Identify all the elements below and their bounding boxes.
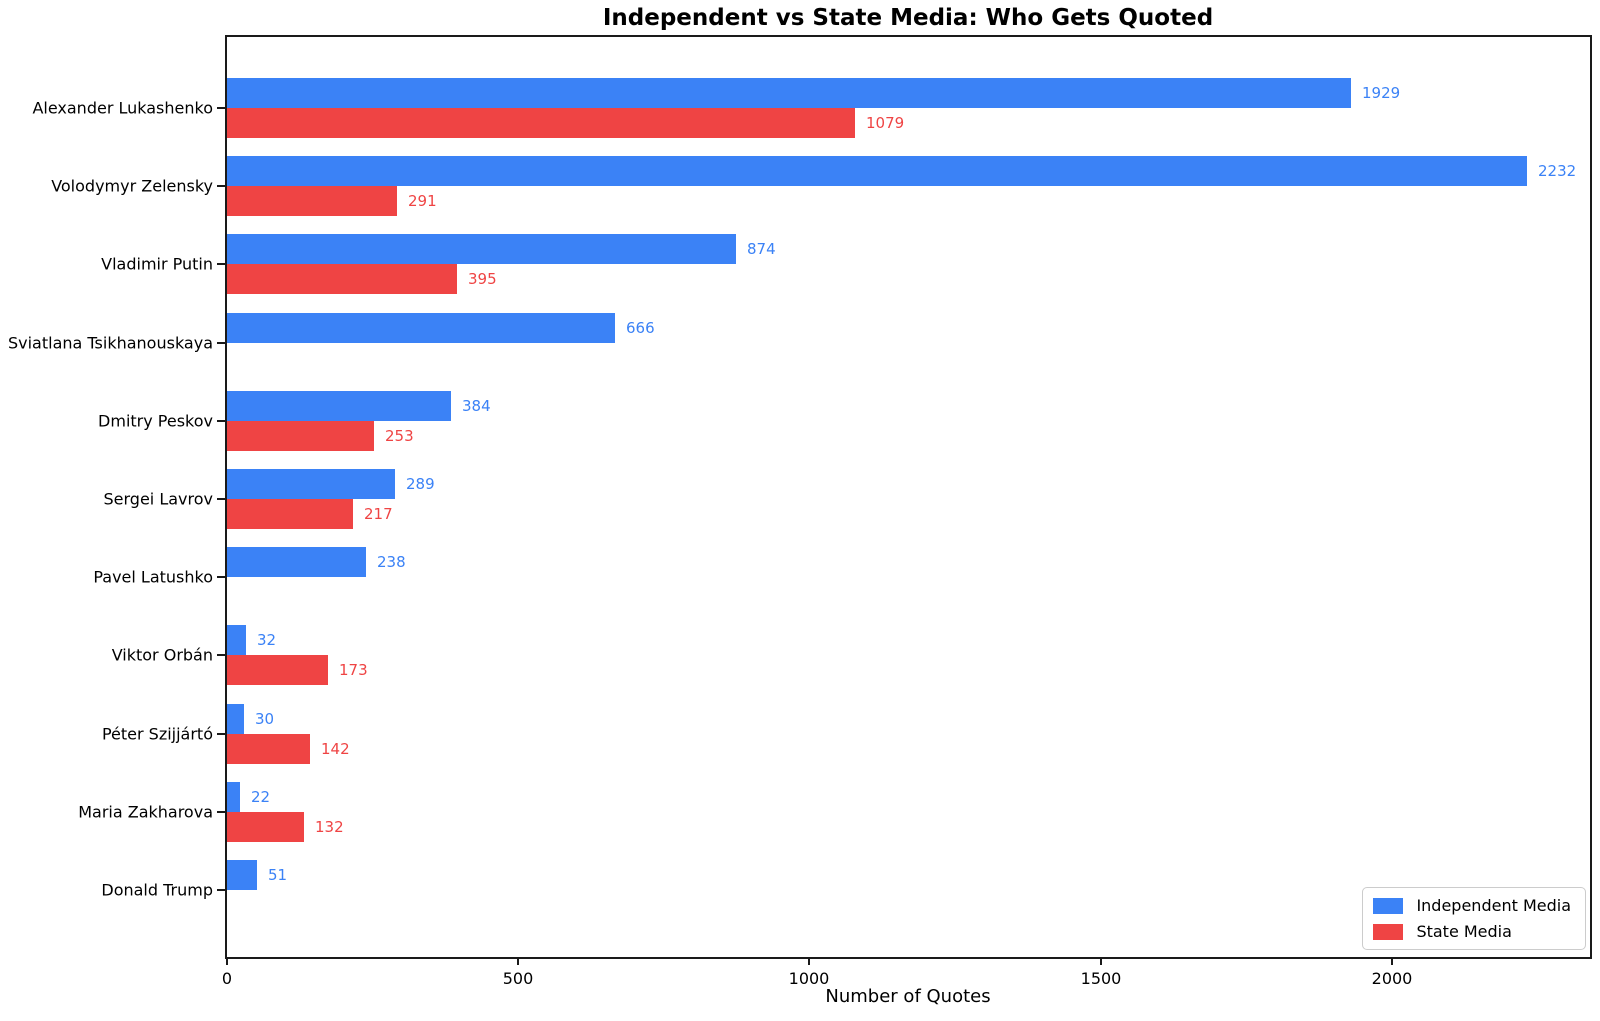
y-tick-mark [217, 498, 225, 500]
legend-item-state: State Media [1373, 922, 1571, 941]
legend-swatch-state-icon [1373, 923, 1404, 940]
y-tick-mark [217, 576, 225, 579]
bar-independent [227, 156, 1527, 187]
x-axis-label: Number of Quotes [825, 986, 991, 1007]
x-tick-label: 1500 [1080, 969, 1122, 988]
y-tick-label: Volodymyr Zelensky [51, 176, 213, 196]
bar-independent [227, 469, 395, 499]
y-tick-mark [217, 185, 225, 188]
value-label: 253 [385, 426, 414, 445]
value-label: 132 [315, 817, 344, 836]
bar-state [227, 655, 328, 686]
value-label: 142 [321, 739, 350, 758]
bar-state [227, 264, 457, 295]
x-tick-mark [1391, 957, 1393, 965]
y-tick-label: Viktor Orbán [111, 645, 213, 665]
legend-item-independent: Independent Media [1373, 896, 1571, 915]
y-tick-mark [217, 263, 225, 266]
x-tick-mark [517, 957, 519, 965]
value-label: 30 [255, 709, 275, 728]
value-label: 291 [408, 192, 437, 211]
y-tick-label: Pavel Latushko [93, 567, 213, 587]
bar-independent [227, 625, 246, 656]
y-tick-label: Péter Szijjártó [101, 724, 213, 744]
bar-independent [227, 234, 736, 265]
bar-independent [227, 78, 1351, 108]
y-tick-mark [217, 341, 225, 344]
bar-independent [227, 781, 240, 812]
chart-title: Independent vs State Media: Who Gets Quo… [602, 5, 1214, 31]
bar-independent [227, 547, 366, 578]
value-label: 874 [747, 240, 776, 259]
y-tick-mark [217, 732, 225, 735]
bar-independent [227, 703, 244, 734]
y-tick-label: Sviatlana Tsikhanouskaya [7, 333, 213, 353]
bar-independent [227, 390, 451, 421]
plot-area: Independent Media State Media Alexander … [8, 35, 1592, 988]
x-tick-label: 0 [221, 969, 233, 988]
legend-label-state: State Media [1416, 922, 1512, 941]
value-label: 217 [364, 505, 393, 523]
bar-independent [227, 860, 257, 890]
value-label: 1079 [866, 114, 905, 132]
bar-state [227, 108, 855, 138]
legend-label-independent: Independent Media [1416, 896, 1571, 915]
y-tick-label: Alexander Lukashenko [32, 98, 213, 118]
bar-independent [227, 312, 615, 343]
y-tick-label: Vladimir Putin [101, 254, 213, 274]
y-tick-label: Donald Trump [101, 880, 213, 900]
value-label: 384 [462, 396, 491, 415]
y-tick-mark [217, 419, 225, 422]
legend-swatch-independent-icon [1373, 897, 1404, 914]
x-tick-label: 2000 [1371, 969, 1413, 988]
value-label: 666 [626, 318, 655, 337]
value-label: 32 [257, 631, 277, 650]
value-label: 395 [468, 270, 497, 289]
x-tick-label: 1000 [788, 969, 830, 988]
value-label: 22 [251, 787, 271, 806]
value-label: 173 [339, 661, 368, 680]
x-tick-mark [226, 957, 228, 965]
value-label: 2232 [1538, 162, 1577, 181]
y-tick-label: Dmitry Peskov [98, 411, 213, 431]
x-tick-label: 500 [502, 969, 534, 988]
bar-state [227, 499, 353, 529]
x-tick-mark [808, 957, 810, 965]
y-tick-label: Sergei Lavrov [103, 489, 214, 509]
bar-state [227, 811, 304, 842]
value-label: 1929 [1362, 84, 1401, 102]
value-label: 289 [406, 475, 435, 493]
y-tick-mark [217, 889, 225, 891]
bar-state [227, 733, 310, 764]
value-label: 51 [268, 866, 288, 884]
bar-state [227, 420, 374, 451]
value-label: 238 [377, 553, 406, 572]
y-tick-mark [217, 107, 225, 109]
x-tick-mark [1100, 957, 1102, 965]
bar-state [227, 186, 397, 217]
legend: Independent Media State Media [1362, 887, 1586, 950]
y-tick-label: Maria Zakharova [78, 802, 213, 822]
y-tick-mark [217, 810, 225, 813]
y-tick-mark [217, 654, 225, 657]
